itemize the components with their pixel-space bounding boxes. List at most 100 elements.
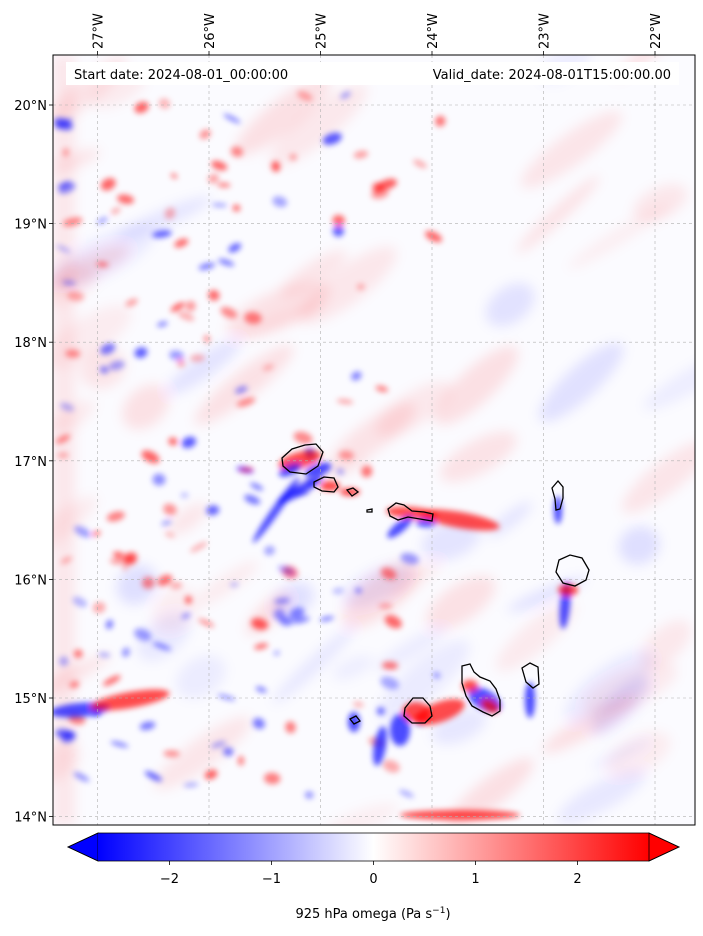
omega-cell [353, 150, 369, 159]
omega-wash [137, 612, 191, 662]
omega-cell [332, 214, 345, 226]
omega-cell [158, 98, 171, 109]
island-maio [521, 662, 540, 689]
field-cells [53, 90, 446, 799]
omega-wash [618, 526, 660, 565]
omega-cell [304, 791, 314, 799]
omega-couplet [90, 689, 170, 711]
omega-cell [157, 574, 173, 586]
omega-wash [557, 769, 647, 823]
lon-tick-label: 25°W [315, 13, 330, 49]
omega-cell [117, 194, 134, 204]
omega-wash [421, 519, 481, 561]
map-panel: Start date: 2024-08-01_00:00:00 Valid_da… [14, 13, 696, 826]
omega-cell [169, 350, 184, 361]
omega-wash [195, 561, 259, 607]
omega-cell [69, 681, 80, 689]
omega-cell [59, 656, 69, 666]
omega-cell [289, 153, 297, 161]
omega-cell [65, 349, 81, 358]
omega-cell [264, 545, 275, 556]
omega-cell [340, 91, 351, 99]
lon-tick-label: 27°W [92, 13, 107, 49]
omega-wash [342, 560, 420, 629]
omega-cell [74, 525, 92, 538]
omega-wash [426, 575, 496, 630]
omega-cell [351, 371, 362, 381]
omega-wash [440, 431, 517, 483]
omega-cell [322, 132, 342, 145]
omega-cell [230, 146, 243, 157]
omega-cell [251, 618, 269, 630]
omega-cell [292, 616, 310, 624]
omega-wash [122, 384, 169, 430]
omega-wash [516, 175, 600, 253]
omega-cell [400, 552, 419, 565]
omega-cell [435, 115, 446, 127]
map-gridlines [53, 55, 695, 825]
omega-cell [55, 118, 73, 129]
omega-cell [211, 160, 228, 171]
omega-cell [183, 782, 199, 788]
colorbar-label: 925 hPa omega (Pa s−1) [295, 906, 450, 922]
omega-cell [108, 360, 125, 371]
colorbar: −2 −1 0 1 2 925 hPa omega (Pa s−1) [67, 832, 680, 922]
omega-cell [177, 311, 195, 321]
omega-couplet [390, 714, 410, 746]
omega-cell [206, 505, 220, 516]
omega-wash [633, 183, 688, 222]
omega-wash [539, 342, 624, 422]
omega-cell [203, 334, 211, 343]
omega-cell [207, 173, 219, 184]
latitude-ticks: 14°N 15°N 16°N 17°N 18°N 19°N 20°N [14, 99, 53, 826]
omega-cell [61, 731, 76, 743]
omega-cell [356, 284, 365, 290]
colorbar-gradient [98, 833, 649, 861]
omega-cell [332, 587, 344, 594]
omega-couplet [278, 463, 302, 477]
omega-cell [106, 511, 125, 522]
island-sal [551, 479, 564, 511]
omega-cell [144, 771, 162, 782]
colorbar-extend-min [67, 832, 99, 862]
omega-cell [204, 769, 218, 780]
omega-wash [592, 738, 651, 770]
omega-cell [336, 399, 354, 404]
omega-cell [380, 676, 399, 690]
omega-cell [217, 182, 231, 188]
omega-cell [134, 347, 148, 359]
omega-wash [434, 346, 519, 425]
omega-cell [57, 452, 69, 458]
omega-cell [99, 366, 109, 374]
omega-cell [375, 385, 389, 393]
lon-tick-label: 23°W [538, 13, 553, 49]
omega-cell [382, 759, 400, 773]
island-santa-luzia [345, 487, 360, 497]
omega-cell [96, 216, 108, 225]
omega-wash [606, 731, 671, 778]
omega-cell [297, 90, 313, 101]
header-box [66, 62, 679, 85]
omega-cell [170, 302, 185, 312]
omega-cell [56, 245, 71, 253]
island-branco [366, 508, 373, 513]
omega-cell [274, 598, 290, 604]
lat-tick-label: 19°N [14, 218, 47, 233]
omega-wash [175, 655, 226, 699]
omega-wash [520, 111, 622, 188]
omega-couplet [525, 682, 535, 718]
omega-cell [168, 437, 178, 446]
omega-cell [185, 300, 196, 312]
omega-cell [170, 582, 183, 589]
omega-cell [134, 628, 152, 641]
omega-couplet [462, 680, 478, 692]
omega-cell [57, 181, 72, 188]
omega-cell [399, 789, 414, 798]
omega-cell [62, 148, 70, 157]
omega-cell [250, 482, 264, 491]
omega-wash [166, 339, 241, 395]
omega-wash [374, 626, 447, 672]
omega-cell [190, 541, 208, 553]
omega-cell [122, 647, 130, 658]
omega-cell [73, 772, 90, 782]
